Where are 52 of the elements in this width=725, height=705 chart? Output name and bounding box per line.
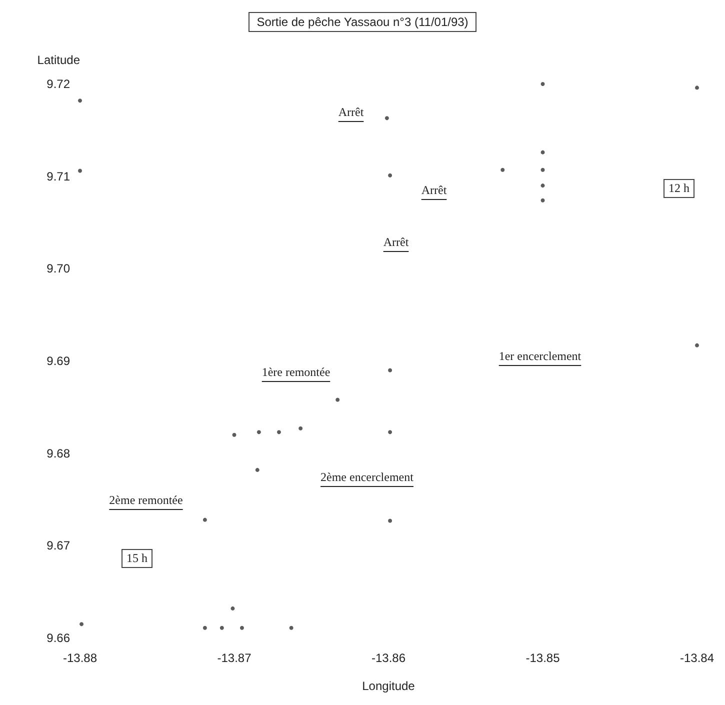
y-axis-title: Latitude	[37, 53, 80, 67]
point	[256, 430, 261, 434]
point	[388, 518, 392, 523]
point	[240, 626, 244, 630]
y-tick-label: 9.70	[46, 262, 70, 276]
chart-title: Sortie de pêche Yassaou n°3 (11/01/93)	[256, 15, 468, 29]
point	[384, 116, 389, 120]
point	[694, 86, 699, 90]
x-tick-label: -13.87	[217, 651, 252, 665]
point	[388, 368, 392, 372]
point	[78, 168, 82, 173]
point	[336, 398, 340, 402]
point	[220, 626, 224, 630]
point	[298, 426, 303, 430]
x-tick-label: -13.85	[526, 651, 560, 665]
x-axis-title: Longitude	[362, 679, 416, 693]
x-tick-label: -13.84	[680, 651, 714, 665]
point	[694, 343, 699, 348]
y-tick-label: 9.67	[46, 538, 70, 553]
point	[500, 168, 505, 172]
annotation: 1er encerclement	[498, 349, 582, 364]
y-tick-label: 9.72	[46, 77, 70, 91]
point	[540, 82, 545, 86]
annotation: 12 h	[664, 179, 694, 198]
point	[540, 198, 545, 202]
annotation: Arrêt	[337, 105, 365, 120]
annotation: 2ème encerclement	[320, 470, 414, 485]
point	[289, 626, 294, 630]
point	[255, 468, 260, 472]
y-tick-label: 9.71	[46, 169, 70, 184]
point	[540, 150, 545, 154]
point	[202, 626, 207, 630]
x-tick-label: -13.86	[371, 651, 406, 665]
point	[540, 168, 545, 172]
point	[388, 430, 392, 434]
annotation: 2ème remontée	[108, 493, 184, 508]
point	[276, 430, 281, 434]
point	[388, 173, 392, 178]
point	[78, 98, 82, 103]
annotation: 1ère remontée	[260, 365, 332, 380]
point	[80, 622, 84, 626]
point	[232, 432, 236, 437]
x-tick-label: -13.88	[62, 651, 98, 665]
annotation: 15 h	[122, 549, 152, 568]
point	[230, 606, 235, 610]
point	[202, 518, 207, 522]
y-tick-label: 9.69	[46, 354, 70, 368]
y-tick-label: 9.66	[46, 631, 70, 645]
point	[540, 184, 545, 188]
y-tick-label: 9.68	[46, 446, 70, 460]
annotation: Arrêt	[382, 235, 410, 250]
annotation: Arrêt	[420, 183, 448, 198]
